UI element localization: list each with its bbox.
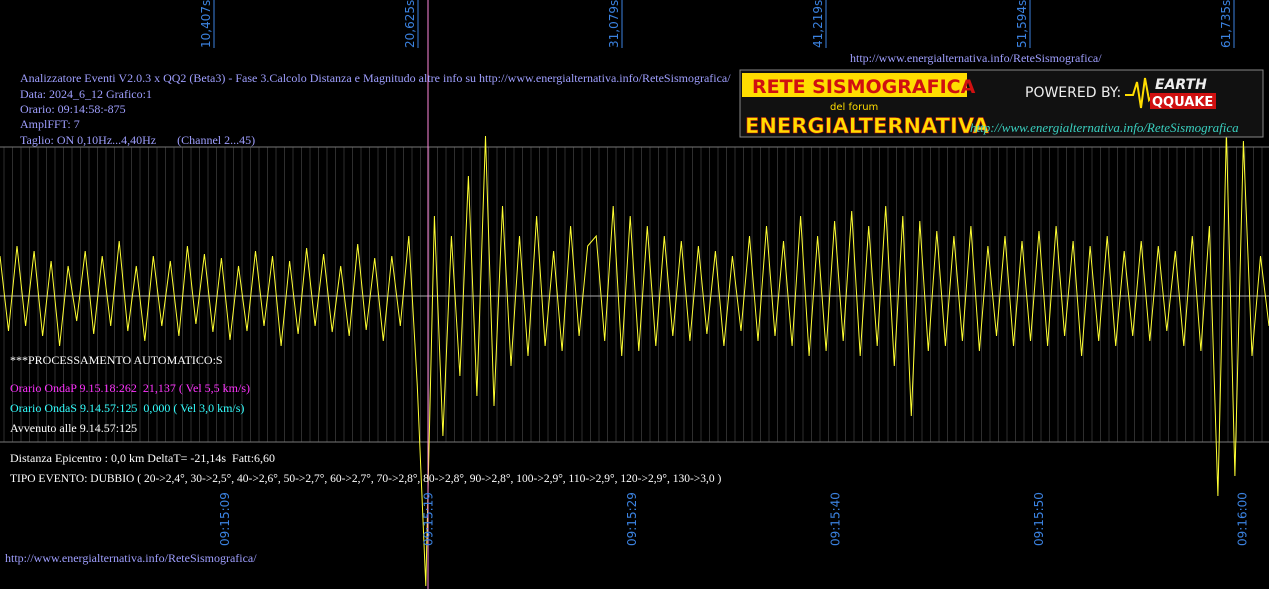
onda-s: Orario OndaS 9.14.57:125 0,000 ( Vel 3,0… <box>10 401 244 415</box>
tipo-evento: TIPO EVENTO: DUBBIO ( 20->2,4°, 30->2,5°… <box>10 473 722 485</box>
info-line: Orario: 09:14:58:-875 <box>20 102 126 116</box>
trace <box>0 130 1269 587</box>
logo-sub: del forum <box>830 102 878 113</box>
logo-powered: POWERED BY: <box>1025 85 1121 101</box>
bottom-label: 09:16:00 <box>1236 492 1250 546</box>
logo-brand: EARTH <box>1155 77 1207 93</box>
top-label: 31,079s <box>607 0 621 48</box>
logo: RETE SISMOGRAFICA del forum ENERGIALTERN… <box>739 69 1264 138</box>
info-line: Taglio: ON 0,10Hz...4,40Hz (Channel 2...… <box>20 133 255 147</box>
logo-name: ENERGIALTERNATIVA <box>745 114 990 138</box>
processing-title: ***PROCESSAMENTO AUTOMATICO:S <box>10 353 223 367</box>
logo-brand: QQUAKE <box>1152 95 1213 110</box>
info-line: Analizzatore Eventi V2.0.3 x QQ2 (Beta3)… <box>20 71 731 85</box>
info-line: AmplFFT: 7 <box>20 117 80 131</box>
bottom-labels: 09:15:09 09:15:19 09:15:29 09:15:40 09:15:50… <box>218 492 1250 546</box>
top-labels: 10,407s 20,625s 31,079s 41,219s 51,594s 61,73… <box>199 0 1235 48</box>
distanza: Distanza Epicentro : 0,0 km DeltaT= -21,… <box>10 451 275 465</box>
top-label: 51,594s <box>1015 0 1029 48</box>
logo-band <box>742 73 967 97</box>
avvenuto: Avvenuto alle 9.14.57:125 <box>10 421 137 435</box>
logo-brand-band <box>1150 93 1216 109</box>
top-label: 20,625s <box>403 0 417 48</box>
header-url: http://www.energialternativa.info/ReteSi… <box>850 51 1102 65</box>
bottom-label: 09:15:09 <box>218 492 232 546</box>
bottom-label: 09:15:40 <box>829 492 843 546</box>
footer-url: http://www.energialternativa.info/ReteSi… <box>5 551 257 565</box>
onda-p: Orario OndaP 9.15.18:262 21,137 ( Vel 5,… <box>10 381 250 395</box>
logo-url: http://www.energialternativa.info/ReteSi… <box>970 120 1239 135</box>
logo-title: RETE SISMOGRAFICA <box>752 76 976 98</box>
top-label: 41,219s <box>811 0 825 48</box>
bottom-label: 09:15:50 <box>1032 492 1046 546</box>
info-line: Data: 2024_6_12 Grafico:1 <box>20 87 152 101</box>
bottom-label: 09:15:29 <box>625 492 639 546</box>
bottom-label: 09:15:19 <box>422 492 436 546</box>
top-label: 10,407s <box>199 0 213 48</box>
top-label: 61,735s <box>1219 0 1233 48</box>
